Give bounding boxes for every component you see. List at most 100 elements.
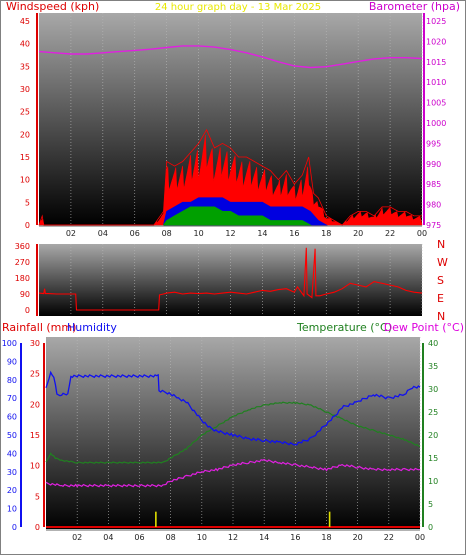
compass-label: N: [437, 310, 445, 323]
x-tick-label: 18: [321, 229, 331, 238]
x-tick-label: 12: [228, 533, 238, 542]
x-tick-label: 02: [66, 229, 76, 238]
barometer-series: [38, 45, 423, 69]
direction-tick-label: 180: [15, 274, 30, 283]
barometer-tick-label: 995: [426, 139, 441, 148]
x-tick-label: 12: [225, 229, 235, 238]
compass-label: S: [437, 274, 444, 287]
humidity-tick-label: 40: [7, 449, 17, 458]
windspeed-tick-label: 30: [20, 85, 30, 94]
panel-wind-barometer: Windspeed (kph) 24 hour graph day - 13 M…: [6, 0, 460, 238]
humidity-tick-label: 60: [7, 413, 17, 422]
humidity-tick-label: 0: [12, 523, 17, 532]
x-tick-label: 10: [193, 229, 203, 238]
chart-title: 24 hour graph day - 13 Mar 2025: [155, 2, 321, 13]
direction-tick-label: 0: [25, 306, 30, 315]
rainfall-tick-label: 30: [30, 339, 40, 348]
barometer-ticks: 975 980 985 990 995 1000 1005 1010 1015 1020 1025: [423, 13, 446, 230]
direction-tick-label: 360: [15, 242, 30, 251]
rainfall-axis-label: Rainfall (mm): [2, 321, 76, 334]
x-tick-label: 16: [289, 229, 299, 238]
humidity-tick-label: 80: [7, 376, 17, 385]
x-tick-label: 16: [290, 533, 300, 542]
wind-direction-series: [38, 247, 423, 311]
temperature-tick-label: 35: [428, 362, 438, 371]
x-tick-label: 14: [259, 533, 269, 542]
rainfall-tick-label: 25: [30, 370, 40, 379]
x-tick-label: 04: [98, 229, 108, 238]
rainfall-tick-label: 10: [30, 462, 40, 471]
windspeed-tick-label: 35: [20, 62, 30, 71]
dewpoint-axis-label: Dew Point (°C): [384, 321, 464, 334]
barometer-tick-label: 975: [426, 221, 441, 230]
humidity-tick-label: 20: [7, 486, 17, 495]
x-tick-label: 06: [130, 229, 140, 238]
humidity-series: [45, 370, 421, 446]
grid-rain: [76, 337, 421, 529]
humidity-ticks: 0 10 20 30 40 50 60 70 80 90 100: [2, 339, 22, 532]
barometer-tick-label: 985: [426, 180, 441, 189]
humidity-tick-label: 90: [7, 357, 17, 366]
series-direction: [38, 247, 423, 311]
temperature-tick-label: 40: [428, 339, 438, 348]
barometer-tick-label: 980: [426, 201, 441, 210]
humidity-tick-label: 50: [7, 431, 17, 440]
temperature-tick-label: 10: [428, 477, 438, 486]
x-tick-label: 10: [197, 533, 207, 542]
rainfall-ticks: 0 5 10 15 20 25 30: [30, 339, 45, 532]
x-tick-label: 00: [417, 229, 427, 238]
windspeed-tick-label: 20: [20, 130, 30, 139]
humidity-tick-label: 100: [2, 339, 17, 348]
x-tick-label: 20: [353, 533, 363, 542]
direction-ticks: 0 90 180 270 360: [15, 242, 38, 316]
x-tick-label: 22: [384, 533, 394, 542]
x-tick-label: 06: [134, 533, 144, 542]
barometer-tick-label: 990: [426, 160, 441, 169]
compass-label: N: [437, 238, 445, 251]
rainfall-tick-label: 20: [30, 400, 40, 409]
x-ticks-rain: 02 04 06 08 10 12 14 16 18 20 22 00: [46, 529, 425, 542]
x-tick-label: 08: [166, 533, 176, 542]
windspeed-axis-label: Windspeed (kph): [6, 0, 99, 13]
x-tick-label: 14: [257, 229, 267, 238]
humidity-tick-label: 70: [7, 394, 17, 403]
windspeed-tick-label: 45: [20, 17, 30, 26]
barometer-tick-label: 1005: [426, 99, 446, 108]
humidity-tick-label: 30: [7, 468, 17, 477]
windspeed-tick-label: 25: [20, 108, 30, 117]
grid-wind: [70, 13, 423, 225]
barometer-tick-label: 1025: [426, 17, 446, 26]
compass-label: W: [437, 256, 448, 269]
temperature-tick-label: 25: [428, 408, 438, 417]
humidity-tick-label: 10: [7, 505, 17, 514]
rainfall-tick-label: 5: [35, 492, 40, 501]
barometer-axis-label: Barometer (hpa): [369, 0, 460, 13]
dewpoint-series: [45, 458, 421, 488]
windspeed-peak-line: [38, 128, 422, 226]
rainfall-tick-label: 15: [30, 431, 40, 440]
x-tick-label: 04: [103, 533, 113, 542]
x-tick-label: 18: [321, 533, 331, 542]
direction-tick-label: 270: [15, 258, 30, 267]
x-ticks-wind: 02 04 06 08 10 12 14 16 18 20 22 00: [39, 225, 427, 238]
temperature-series: [45, 401, 421, 464]
rainfall-tick-label: 0: [35, 523, 40, 532]
barometer-tick-label: 1010: [426, 78, 446, 87]
windspeed-ticks: 0 5 10 15 20 25 30 35 40 45: [20, 13, 38, 230]
x-tick-label: 00: [415, 533, 425, 542]
temperature-tick-label: 15: [428, 454, 438, 463]
temperature-tick-label: 20: [428, 431, 438, 440]
temperature-tick-label: 0: [428, 523, 433, 532]
series-wind-barometer: [38, 45, 423, 226]
panel-rain-humidity-temp: Rainfall (mm) Humidity Temperature (°C) …: [2, 321, 464, 542]
x-tick-label: 02: [72, 533, 82, 542]
series-rain-humidity-temp: [45, 370, 421, 528]
direction-tick-label: 90: [20, 290, 30, 299]
compass-label: E: [437, 292, 444, 305]
low-wind-series: [163, 206, 312, 226]
windspeed-tick-label: 10: [20, 176, 30, 185]
temperature-tick-label: 30: [428, 385, 438, 394]
